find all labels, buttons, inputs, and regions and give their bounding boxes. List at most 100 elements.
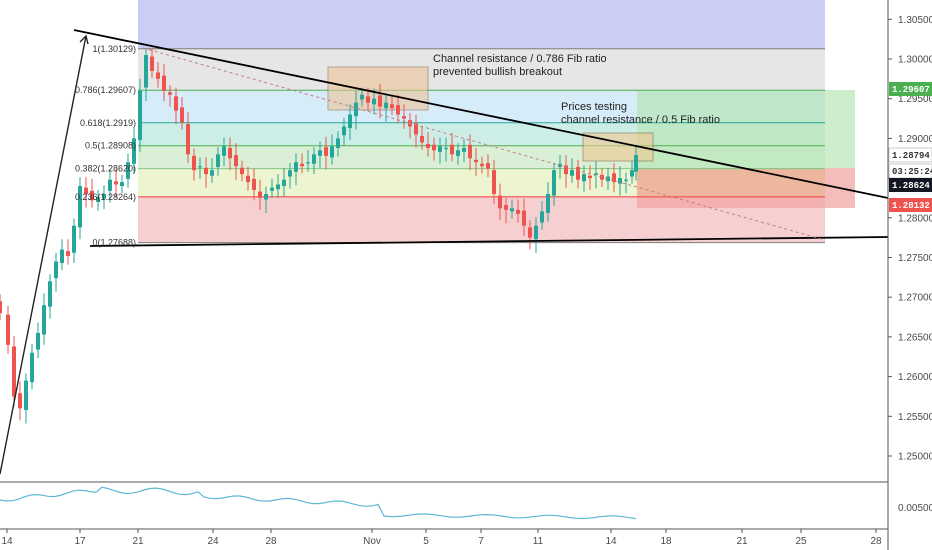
candle-body	[186, 124, 190, 155]
y-tick-label: 1.30500	[898, 15, 932, 26]
fib-level-label: 0.5(1.28908)	[85, 141, 136, 151]
y-tick-label: 1.28000	[898, 213, 932, 224]
annotation-text: Channel resistance / 0.786 Fib ratio	[433, 53, 607, 65]
candle-body	[630, 170, 634, 177]
candle-body	[216, 154, 220, 167]
candle-body	[192, 155, 196, 171]
price-tag-bg	[889, 198, 932, 212]
candle-body	[150, 56, 154, 71]
candle-body	[528, 227, 532, 238]
candle-body	[546, 193, 550, 214]
annotation-text: Prices testing	[561, 101, 627, 113]
candles	[0, 47, 638, 424]
price-tag-label: 1.28794	[892, 151, 930, 161]
impulse-arrowhead	[79, 34, 89, 45]
candle-body	[492, 170, 496, 194]
candle-body	[108, 179, 112, 191]
candle-body	[240, 167, 244, 175]
osc-tick-label: 0.00500	[898, 503, 932, 514]
candle-body	[372, 98, 376, 105]
x-tick-label: 21	[132, 536, 144, 547]
candle-body	[366, 96, 370, 103]
x-tick-label: 14	[1, 536, 13, 547]
candle-body	[174, 96, 178, 111]
fib-level-label: 0(1.27688)	[92, 238, 136, 248]
candle-body	[72, 225, 76, 253]
candle-body	[270, 187, 274, 191]
candle-body	[282, 179, 286, 187]
annotation-text: prevented bullish breakout	[433, 66, 562, 78]
candle-body	[294, 162, 298, 172]
candle-body	[606, 176, 610, 182]
candle-body	[258, 191, 262, 198]
candle-body	[504, 205, 508, 210]
candle-body	[432, 144, 436, 151]
candle-body	[414, 123, 418, 135]
candle-body	[420, 136, 424, 143]
fib-zone-top	[138, 0, 825, 48]
fib-level-label: 1(1.30129)	[92, 44, 136, 54]
candle-body	[102, 193, 106, 199]
target-zone-box	[637, 90, 855, 168]
y-tick-label: 1.30000	[898, 55, 932, 66]
x-tick-label: 7	[478, 536, 484, 547]
candle-body	[342, 126, 346, 136]
y-tick-label: 1.29500	[898, 94, 932, 105]
candle-body	[90, 190, 94, 201]
stop-overlap-box	[637, 168, 825, 196]
candle-body	[498, 195, 502, 209]
candle-body	[378, 95, 382, 107]
x-tick-label: 5	[423, 536, 429, 547]
candle-body	[78, 186, 82, 228]
candle-body	[516, 209, 520, 214]
y-tick-label: 1.25000	[898, 452, 932, 463]
candle-body	[450, 144, 454, 155]
candle-body	[120, 182, 124, 187]
fib-trend-dashed	[142, 47, 826, 241]
candle-body	[18, 393, 22, 409]
price-tags: 1.29607 1.28794 03:25:24 1.28624 1.28132	[888, 82, 932, 212]
y-tick-label: 1.29000	[898, 134, 932, 145]
channel-resistance-line	[73, 29, 889, 199]
candle-body	[444, 147, 448, 150]
candle-body	[198, 166, 202, 168]
candle-body	[138, 90, 142, 140]
candle-body	[180, 107, 184, 123]
candle-body	[168, 92, 172, 95]
candle-body	[126, 162, 130, 179]
price-tag-label: 1.28132	[892, 201, 930, 211]
y-tick-label: 1.25500	[898, 412, 932, 423]
candle-body	[222, 146, 226, 156]
candle-body	[324, 147, 328, 156]
fib-zone-1-0786	[138, 48, 825, 90]
y-tick-label: 1.27000	[898, 293, 932, 304]
candle-body	[30, 352, 34, 383]
candle-body	[336, 138, 340, 148]
candle-body	[156, 72, 160, 79]
candle-body	[234, 155, 238, 167]
candle-body	[264, 193, 268, 200]
candle-body	[24, 380, 28, 410]
candle-body	[246, 175, 250, 183]
candle-body	[330, 146, 334, 158]
candle-body	[456, 150, 460, 156]
candle-body	[522, 210, 526, 226]
fib-level-label: 0.382(1.28620)	[75, 164, 136, 174]
candle-body	[228, 147, 232, 159]
candle-body	[36, 332, 40, 350]
price-tag-bg	[889, 178, 932, 192]
candle-body	[552, 170, 556, 196]
candle-body	[312, 154, 316, 164]
x-tick-label: 28	[265, 536, 277, 547]
price-tag-label: 1.29607	[892, 85, 930, 95]
candle-body	[84, 187, 88, 194]
candle-body	[288, 170, 292, 177]
channel-support-line	[89, 236, 889, 247]
candle-body	[252, 178, 256, 191]
candle-body	[132, 138, 136, 164]
annotation-text: channel resistance / 0.5 Fib ratio	[561, 114, 720, 126]
candle-body	[318, 150, 322, 156]
x-tick-label: 25	[795, 536, 807, 547]
candle-body	[474, 159, 478, 163]
